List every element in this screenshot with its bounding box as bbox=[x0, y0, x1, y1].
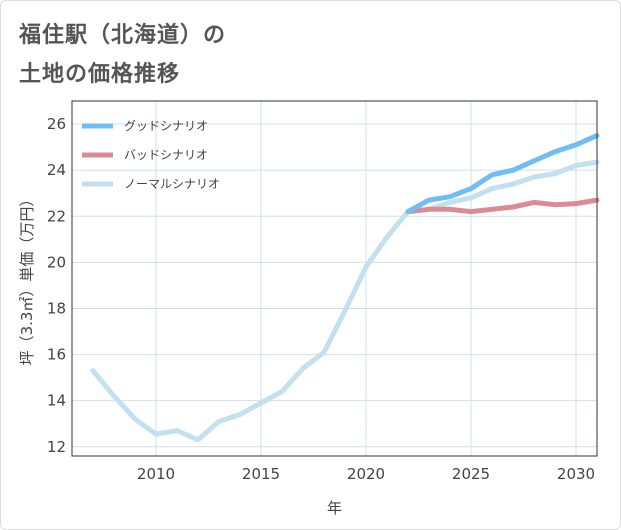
y-axis-title: 坪（3.3㎡）単価（万円） bbox=[18, 192, 36, 366]
y-tick-label: 18 bbox=[47, 299, 66, 317]
chart-title: 福住駅（北海道）の bbox=[19, 23, 227, 48]
y-tick-label: 14 bbox=[47, 392, 66, 410]
series-line-normal bbox=[90, 159, 600, 443]
x-tick-label: 2020 bbox=[347, 465, 385, 483]
x-axis-title: 年 bbox=[327, 499, 342, 517]
y-tick-label: 20 bbox=[47, 253, 66, 271]
x-tick-label: 2010 bbox=[137, 465, 175, 483]
chart-subtitle: 土地の価格推移 bbox=[19, 62, 181, 87]
legend-item-bad[interactable]: バッドシナリオ bbox=[82, 148, 208, 162]
x-tick-label: 2025 bbox=[452, 465, 490, 483]
y-tick-label: 12 bbox=[47, 438, 66, 456]
y-tick-label: 16 bbox=[47, 346, 66, 364]
legend-label: グッドシナリオ bbox=[124, 119, 208, 133]
legend-item-normal[interactable]: ノーマルシナリオ bbox=[82, 177, 220, 191]
tick-labels: 2010 2015 2020 2025 2030 12 14 16 18 20 22 24 26 bbox=[47, 115, 595, 483]
series-line-good bbox=[405, 133, 600, 215]
plot-frame bbox=[71, 100, 598, 457]
series-lines bbox=[90, 133, 600, 443]
y-tick-label: 26 bbox=[47, 115, 66, 133]
y-tick-label: 24 bbox=[47, 161, 66, 179]
y-tick-label: 22 bbox=[47, 207, 66, 225]
legend-item-good[interactable]: グッドシナリオ bbox=[82, 119, 208, 133]
x-tick-label: 2015 bbox=[242, 465, 280, 483]
legend-label: ノーマルシナリオ bbox=[124, 177, 220, 191]
x-tick-label: 2030 bbox=[557, 465, 595, 483]
series-line-bad bbox=[405, 197, 600, 215]
legend-label: バッドシナリオ bbox=[124, 148, 208, 162]
grid bbox=[72, 101, 597, 456]
